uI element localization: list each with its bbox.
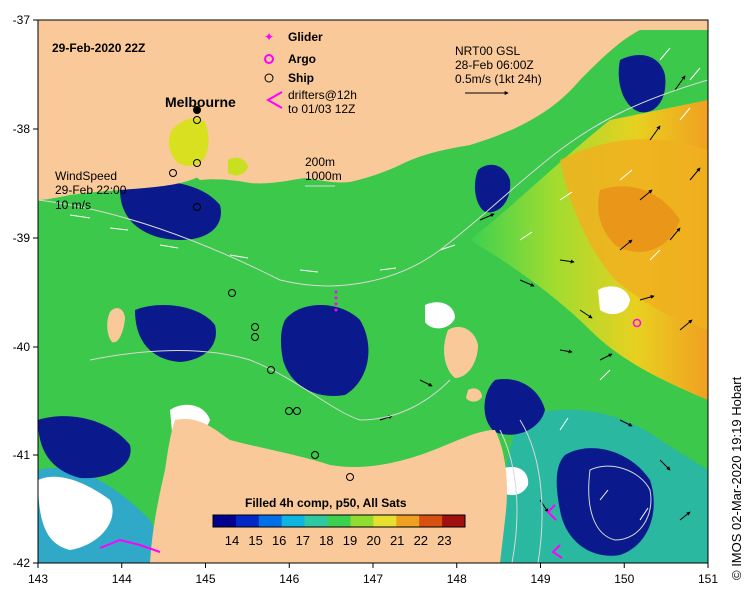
colorbar-tick-label: 18 [319,533,333,548]
cold-patch-southwest [135,305,216,362]
colorbar-tick-label: 23 [437,533,451,548]
colorbar-swatch [213,515,237,527]
y-tick-label: -40 [13,340,31,354]
colorbar-tick-label: 19 [343,533,357,548]
wind-title: WindSpeed [55,169,117,183]
western-port [228,157,248,176]
bathymetry-contours [38,79,708,563]
colorbar-frame [212,514,466,528]
x-tick-label: 148 [447,572,467,586]
colorbar-swatch [304,515,329,527]
colorbar-ticks: 14 15 16 17 18 19 20 21 22 23 [225,533,452,548]
x-tick-label: 144 [112,572,132,586]
legend-ship: Ship [288,71,314,85]
colorbar-swatch [396,515,420,527]
star-icon: ✦ [264,30,274,44]
circle-icon [264,73,274,83]
cloud-gap-bass [425,302,455,329]
chevron-icon [265,91,283,109]
colorbar-swatch [350,515,374,527]
colorbar-swatch [419,515,443,527]
y-axis: -37 -38 -39 -40 -41 -42 [13,13,38,570]
cloud-gap-southwest [38,476,113,550]
map-timestamp: 29-Feb-2020 22Z [52,41,145,55]
legend-drifters-line2: to 01/03 12Z [288,102,355,116]
cold-eddy-southeast [556,448,654,556]
colorbar: Filled 4h comp, p50, All Sats 14 15 16 17 18… [212,496,466,548]
x-tick-label: 143 [28,572,48,586]
colorbar-tick-label: 21 [390,533,404,548]
cold-strip-southwest [38,416,131,479]
colorbar-swatches [213,515,466,527]
x-tick-label: 147 [363,572,383,586]
colorbar-tick-label: 14 [225,533,239,548]
y-tick-label: -41 [13,448,31,462]
x-tick-label: 145 [195,572,215,586]
colorbar-swatch [281,515,306,527]
colorbar-swatch [373,515,397,527]
colorbar-swatch [442,515,466,527]
colorbar-swatch [235,515,260,527]
place-label-melbourne: Melbourne [165,94,236,110]
cold-patch-north [474,164,511,213]
wind-scale-legend: WindSpeed 29-Feb 22:00 10 m/s [55,169,127,212]
cold-eddy-central [280,305,369,396]
current-scale-legend: NRT00 GSL 28-Feb 06:00Z 0.5m/s (1kt 24h) [455,44,542,95]
y-tick-label: -42 [13,556,31,570]
king-island [107,308,125,343]
current-scale-text: 0.5m/s (1kt 24h) [455,72,542,86]
colorbar-tick-label: 17 [296,533,310,548]
drifter-tracks [99,504,563,559]
y-tick-label: -37 [13,13,31,27]
glider-track [334,290,338,312]
legend-argo: Argo [288,52,316,66]
colorbar-title: Filled 4h comp, p50, All Sats [245,496,407,510]
current-model-time: 28-Feb 06:00Z [455,58,534,72]
cold-patch-bass-east [484,379,545,435]
colorbar-tick-label: 20 [366,533,380,548]
colorbar-swatch [327,515,351,527]
x-tick-label: 146 [279,572,299,586]
x-axis: 143 144 145 146 147 148 149 150 151 [28,563,718,586]
colorbar-tick-label: 22 [414,533,428,548]
flinders-island [444,326,478,378]
platform-legend: ✦ Glider Argo Ship drifters@12h to 01/03… [264,30,357,116]
cold-patch-west [120,181,221,240]
wind-scale: 10 m/s [55,198,91,212]
cloud-gap-east [598,286,630,315]
map-plot-area [38,20,708,563]
x-tick-label: 150 [614,572,634,586]
credit-text: © IMOS 02-Mar-2020 19:19 Hobart [729,376,744,580]
wind-time: 29-Feb 22:00 [55,183,127,197]
depth-200m: 200m [305,155,335,169]
cape-barren-island [466,388,482,402]
y-tick-label: -39 [13,231,31,245]
y-tick-label: -38 [13,122,31,136]
colorbar-tick-label: 16 [272,533,286,548]
legend-glider: Glider [288,30,323,44]
legend-drifters-line1: drifters@12h [288,88,357,102]
port-phillip-bay [168,118,209,166]
ship-markers [169,116,354,481]
warm-hotspot [598,186,680,252]
depth-contour-legend: 200m 1000m [305,155,342,187]
x-tick-label: 149 [530,572,550,586]
x-tick-label: 151 [698,572,718,586]
current-model-name: NRT00 GSL [455,44,520,58]
wind-vectors [69,47,701,521]
colorbar-swatch [258,515,283,527]
melbourne-marker [193,106,201,114]
ring-icon [264,54,274,64]
colorbar-tick-label: 15 [248,533,262,548]
argo-marker [632,318,642,328]
depth-1000m: 1000m [305,169,342,183]
